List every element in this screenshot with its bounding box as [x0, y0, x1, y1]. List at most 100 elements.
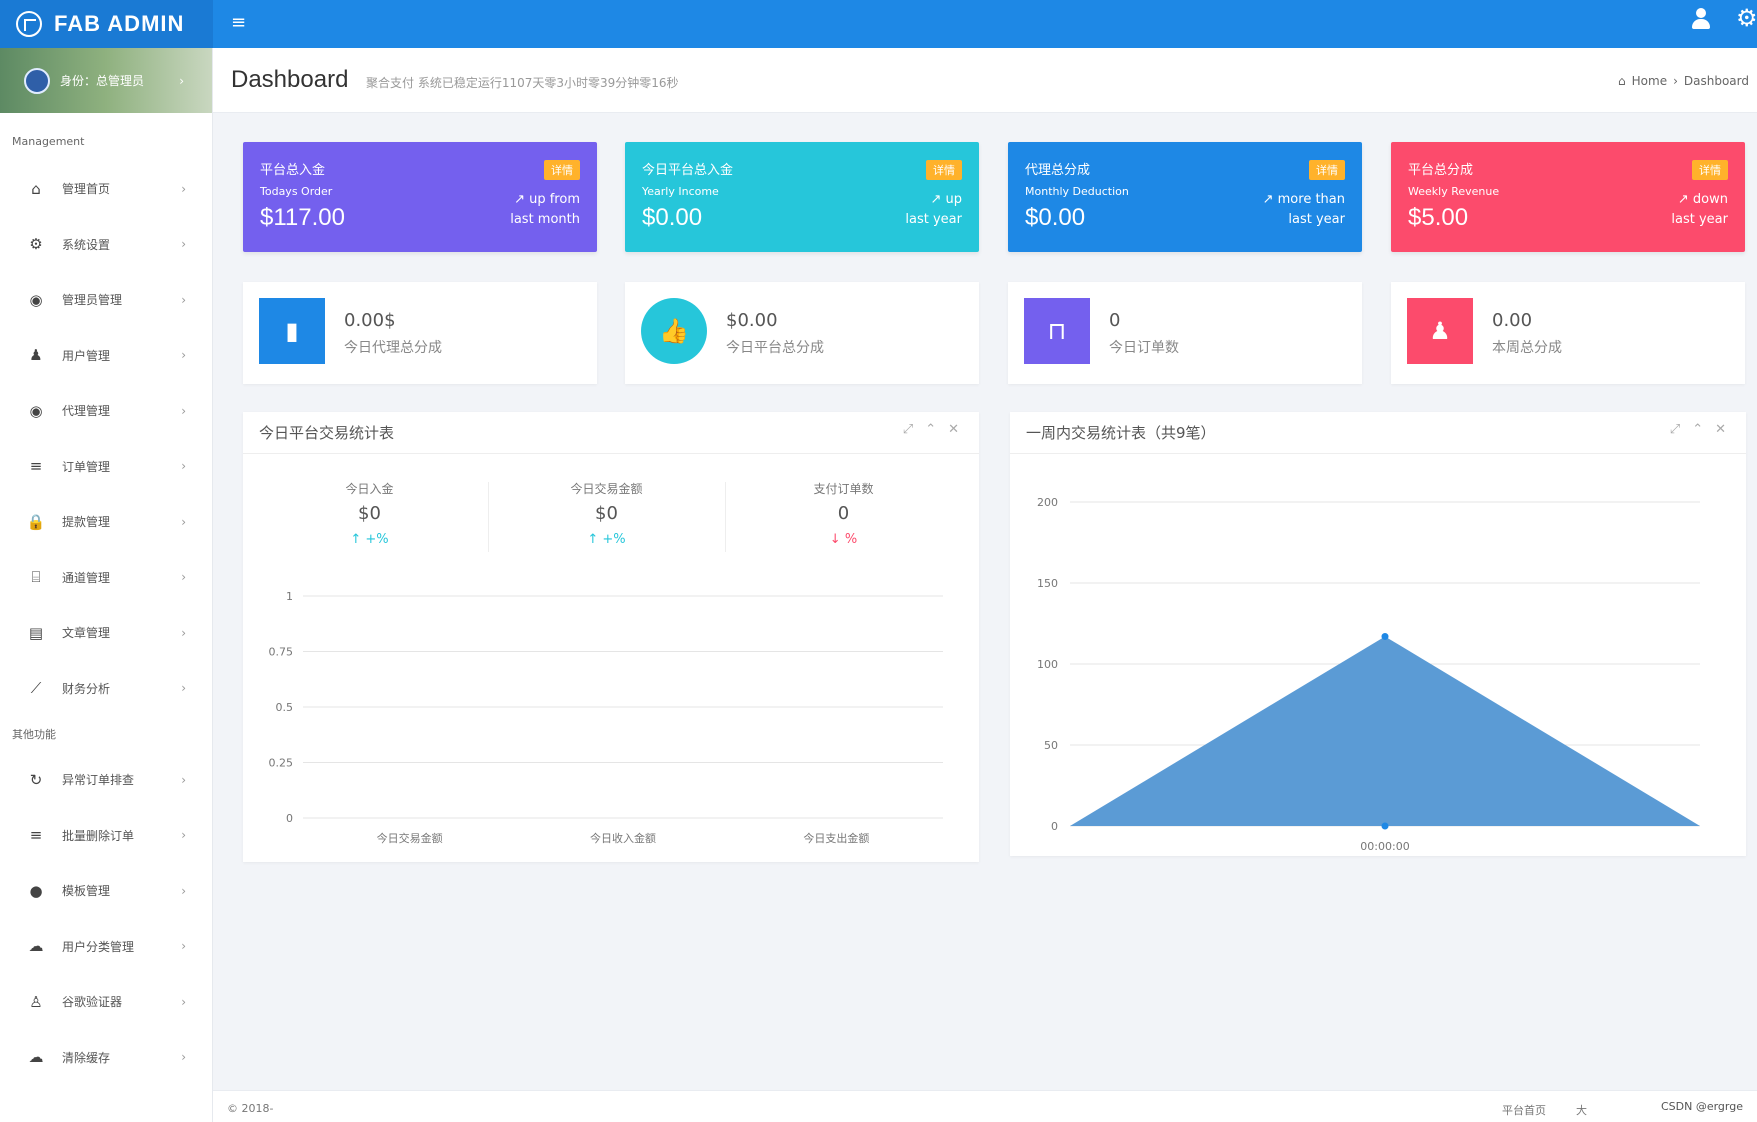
sidebar-item[interactable]: ☁ 清除缓存 ›	[0, 1030, 212, 1086]
details-button[interactable]: 详情	[1692, 160, 1728, 180]
trend-icon: ↗	[514, 192, 530, 207]
sidebar-item-label: 文章管理	[62, 626, 111, 641]
list-icon: ≡	[29, 826, 43, 845]
sidebar-item[interactable]: ♙ 谷歌验证器 ›	[0, 974, 212, 1030]
breadcrumb-current: Dashboard	[1683, 74, 1749, 88]
breadcrumb-home[interactable]: Home	[1631, 74, 1668, 88]
home-icon: ⌂	[1618, 74, 1626, 88]
book-icon: ▤	[28, 623, 44, 642]
trend-icon: ↗	[930, 192, 946, 207]
sidebar-item[interactable]: ≡ 订单管理 ›	[0, 439, 212, 495]
panel-today-stats: 今日平台交易统计表 ⤢ ⌃ ✕ 今日入金 $0 ↑ +% 今日交易金额 $0 ↑ …	[243, 412, 979, 862]
gears-icon: ⚙	[29, 235, 43, 254]
collapse-icon[interactable]: ⌃	[1692, 422, 1704, 437]
info-card: ▮ 0.00$ 今日代理总分成	[243, 282, 597, 384]
page-subtitle: 聚合支付 系统已稳定运行1107天零3小时零39分钟零16秒	[366, 76, 679, 90]
stat-sub: Yearly Income	[642, 185, 719, 198]
brand-title: FAB ADMIN	[54, 11, 185, 36]
kpi-label: 今日交易金额	[570, 482, 643, 496]
info-label: 今日平台总分成	[726, 340, 824, 356]
stat-sub: Monthly Deduction	[1025, 185, 1129, 198]
close-icon[interactable]: ✕	[1715, 422, 1726, 437]
sidebar-item[interactable]: ⚙ 系统设置 ›	[0, 217, 212, 273]
wechat-icon: ☁	[28, 937, 44, 956]
expand-icon[interactable]: ⤢	[1669, 422, 1681, 437]
chevron-right-icon: ›	[181, 883, 186, 898]
brand-logo-icon	[16, 11, 42, 37]
user-icon[interactable]	[1690, 8, 1712, 30]
stat-value: $117.00	[260, 204, 345, 231]
sidebar-item-label: 模板管理	[62, 884, 111, 899]
kpi-change: ↑ +%	[587, 532, 626, 547]
thumbs-up-icon: 👍	[641, 298, 707, 364]
sidebar-item-label: 用户管理	[62, 348, 111, 363]
stat-trend: ↗ up last year	[905, 192, 962, 227]
stat-value: $0.00	[642, 204, 703, 231]
sidebar-item-label: 系统设置	[62, 237, 111, 252]
section-other-label: 其他功能	[12, 728, 56, 741]
chevron-right-icon: ›	[181, 570, 186, 585]
chevron-right-icon: ›	[181, 514, 186, 529]
sidebar-item[interactable]: ◉ 管理员管理 ›	[0, 272, 212, 328]
trend-icon: ↗	[1262, 192, 1278, 207]
expand-icon[interactable]: ⤢	[902, 422, 914, 437]
chevron-right-icon: ›	[181, 403, 186, 418]
sidebar-item[interactable]: ☁ 用户分类管理 ›	[0, 919, 212, 975]
sidebar-profile[interactable]: 身份：总管理员 ›	[0, 48, 212, 113]
close-icon[interactable]: ✕	[948, 422, 959, 437]
chevron-right-icon: ›	[181, 1050, 186, 1065]
x-tick-label: 今日支出金额	[803, 831, 869, 845]
stat-card: 今日平台总入金 Yearly Income $0.00 详情 ↗ up last…	[625, 142, 979, 252]
y-tick-label: 0.25	[269, 757, 294, 770]
sidebar-item-label: 用户分类管理	[62, 939, 135, 954]
lock-icon: 🔒	[26, 512, 46, 531]
details-button[interactable]: 详情	[926, 160, 962, 180]
footer-link-2[interactable]: 大	[1576, 1104, 1587, 1117]
users-icon: ♟	[1407, 298, 1473, 364]
arrow-down-icon: ↓	[829, 532, 845, 547]
chevron-right-icon: ›	[181, 994, 186, 1009]
collapse-icon[interactable]: ⌃	[925, 422, 937, 437]
sidebar-item[interactable]: ⌸ 通道管理 ›	[0, 550, 212, 606]
y-tick-label: 100	[1037, 658, 1058, 671]
stat-sub: Weekly Revenue	[1408, 185, 1500, 198]
info-value: $0.00	[726, 310, 778, 331]
sidebar-item[interactable]: ● 模板管理 ›	[0, 863, 212, 919]
sidebar-item-label: 通道管理	[62, 570, 111, 585]
y-tick-label: 50	[1044, 739, 1058, 752]
bar-chart-icon: ▮	[259, 298, 325, 364]
y-tick-label: 150	[1037, 577, 1058, 590]
stat-label: 平台总分成	[1408, 163, 1474, 178]
page-header: Dashboard 聚合支付 系统已稳定运行1107天零3小时零39分钟零16秒…	[213, 48, 1757, 113]
info-label: 本周总分成	[1492, 340, 1562, 356]
details-button[interactable]: 详情	[544, 160, 580, 180]
info-value: 0.00	[1492, 310, 1533, 331]
stat-label: 平台总入金	[260, 163, 326, 178]
arrow-up-icon: ↑	[350, 532, 366, 547]
sidebar-item[interactable]: ▤ 文章管理 ›	[0, 605, 212, 661]
y-tick-label: 0	[286, 812, 293, 825]
gear-icon[interactable]: ⚙	[1736, 4, 1757, 32]
sidebar-item-label: 管理首页	[62, 182, 111, 197]
sidebar-item-label: 谷歌验证器	[62, 995, 123, 1010]
kpi-value: $0	[358, 503, 381, 524]
data-point-baseline	[1381, 822, 1389, 830]
sidebar-item[interactable]: ≡ 批量删除订单 ›	[0, 808, 212, 864]
user-icon: ♙	[29, 992, 43, 1011]
stat-trend: ↗ up from last month	[510, 192, 580, 227]
sidebar-item[interactable]: ◉ 代理管理 ›	[0, 383, 212, 439]
sidebar-item[interactable]: 🔒 提款管理 ›	[0, 494, 212, 550]
sidebar-item[interactable]: ⟋ 财务分析 ›	[0, 661, 212, 717]
details-button[interactable]: 详情	[1309, 160, 1345, 180]
user-circle-icon: ◉	[29, 290, 43, 309]
home-icon: ⌂	[31, 179, 41, 198]
footer-link-home[interactable]: 平台首页	[1502, 1104, 1546, 1117]
menu-toggle-icon[interactable]: ≡	[231, 12, 247, 33]
sidebar-item[interactable]: ♟ 用户管理 ›	[0, 328, 212, 384]
info-label: 今日代理总分成	[344, 340, 442, 356]
kpi: 今日交易金额 $0 ↑ +%	[488, 480, 725, 547]
brand[interactable]: FAB ADMIN	[0, 0, 213, 48]
sidebar-item[interactable]: ⌂ 管理首页 ›	[0, 161, 212, 217]
sidebar-item[interactable]: ↻ 异常订单排查 ›	[0, 752, 212, 808]
breadcrumb-separator: ›	[1673, 74, 1678, 88]
